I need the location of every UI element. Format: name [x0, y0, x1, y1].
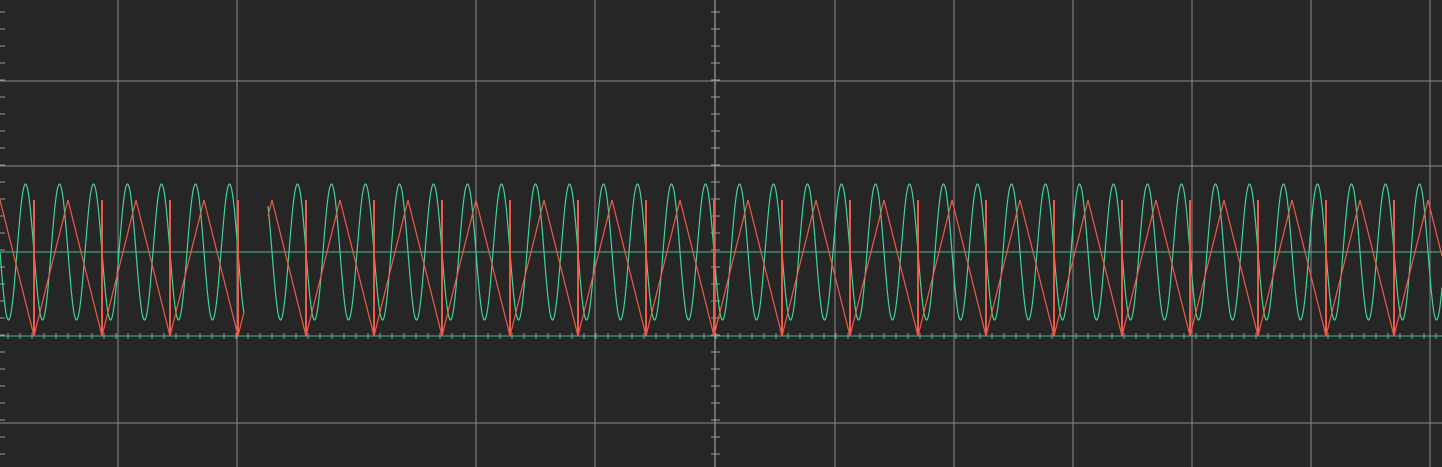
reference-lines [0, 251, 1442, 337]
tick-layer [0, 11, 1437, 455]
channel-1-sine-trace [0, 183, 245, 321]
channel-1-sine-trace [267, 183, 1442, 321]
channel-2-triangle-trace [267, 199, 1442, 337]
waveform-traces [0, 183, 1442, 337]
channel-2-triangle-trace [0, 199, 245, 337]
